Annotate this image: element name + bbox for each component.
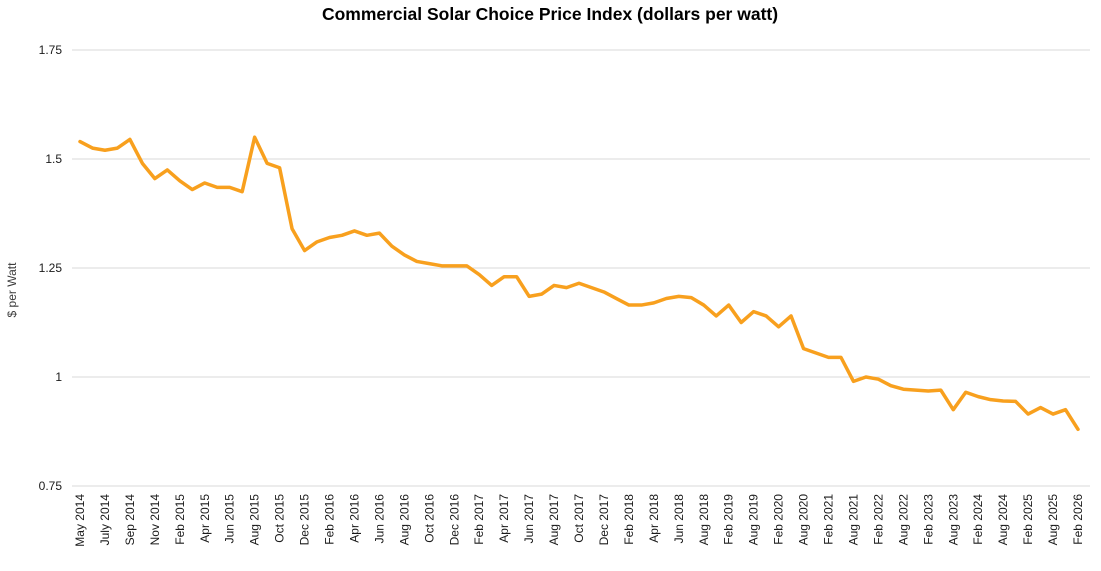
x-tick-label: Feb 2017	[472, 494, 486, 545]
x-tick-label: Jun 2016	[372, 494, 386, 544]
y-tick-label: 1.25	[39, 261, 63, 275]
x-tick-label: Oct 2015	[273, 494, 287, 543]
x-tick-label: Aug 2018	[697, 494, 711, 546]
x-tick-label: Feb 2020	[772, 494, 786, 545]
x-tick-label: Oct 2017	[572, 494, 586, 543]
x-tick-label: Aug 2021	[846, 494, 860, 546]
x-tick-labels-group: May 2014 July 2014 Sep 2014 Nov 2014 Feb 201…	[73, 494, 1085, 547]
x-tick-label: Aug 2024	[996, 494, 1010, 546]
x-tick-label: Sep 2014	[123, 494, 137, 546]
x-tick-label: Dec 2017	[597, 494, 611, 546]
x-tick-label: Jun 2017	[522, 494, 536, 544]
price-index-line	[78, 135, 1080, 432]
x-tick-label: Feb 2016	[323, 494, 337, 545]
x-tick-label: Feb 2018	[622, 494, 636, 545]
x-tick-label: Feb 2022	[871, 494, 885, 545]
y-axis-title: $ per Watt	[5, 262, 19, 318]
x-tick-label: Feb 2025	[1021, 494, 1035, 545]
x-tick-label: Aug 2017	[547, 494, 561, 546]
x-tick-label: Feb 2023	[921, 494, 935, 545]
y-tick-label: 1.75	[39, 43, 63, 57]
x-tick-label: Feb 2024	[971, 494, 985, 545]
x-tick-label: Nov 2014	[148, 494, 162, 546]
x-tick-label: Feb 2019	[722, 494, 736, 545]
x-tick-label: Aug 2016	[397, 494, 411, 546]
x-tick-label: Aug 2022	[896, 494, 910, 546]
y-tick-label: 1	[55, 370, 62, 384]
x-tick-label: Aug 2020	[797, 494, 811, 546]
y-tick-label: 0.75	[39, 479, 63, 493]
x-tick-label: Aug 2015	[248, 494, 262, 546]
gridlines-group	[72, 49, 1090, 487]
x-tick-label: Feb 2021	[822, 494, 836, 545]
y-tick-labels-group: 0.75 1 1.25 1.5 1.75	[39, 43, 63, 493]
x-tick-label: Apr 2016	[347, 494, 361, 543]
x-tick-label: Feb 2026	[1071, 494, 1085, 545]
series-group	[78, 135, 1080, 432]
x-tick-label: Dec 2016	[447, 494, 461, 546]
x-tick-label: Aug 2019	[747, 494, 761, 546]
x-tick-label: Apr 2015	[198, 494, 212, 543]
x-tick-label: Aug 2025	[1046, 494, 1060, 546]
x-tick-label: Jun 2018	[672, 494, 686, 544]
x-tick-label: May 2014	[73, 494, 87, 547]
x-tick-label: Jun 2015	[223, 494, 237, 544]
x-tick-label: Apr 2017	[497, 494, 511, 543]
chart-title: Commercial Solar Choice Price Index (dol…	[322, 4, 778, 24]
x-tick-label: Feb 2015	[173, 494, 187, 545]
x-tick-label: Aug 2023	[946, 494, 960, 546]
y-tick-label: 1.5	[45, 152, 62, 166]
x-tick-label: Oct 2016	[422, 494, 436, 543]
x-tick-label: July 2014	[98, 494, 112, 546]
x-tick-label: Apr 2018	[647, 494, 661, 543]
x-tick-label: Dec 2015	[298, 494, 312, 546]
